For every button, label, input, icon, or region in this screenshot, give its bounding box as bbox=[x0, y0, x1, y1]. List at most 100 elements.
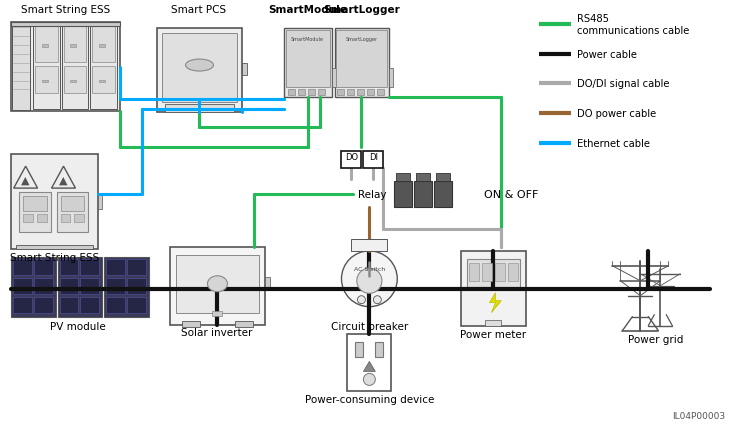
Text: Power meter: Power meter bbox=[460, 329, 526, 339]
Bar bbox=[59, 297, 79, 313]
Bar bbox=[13, 259, 32, 275]
Bar bbox=[355, 342, 364, 358]
Polygon shape bbox=[490, 293, 502, 313]
Bar bbox=[298, 90, 305, 96]
Bar bbox=[93, 26, 115, 62]
Bar bbox=[80, 297, 99, 313]
Bar bbox=[13, 278, 32, 294]
Text: Power-consuming device: Power-consuming device bbox=[305, 395, 434, 404]
Bar bbox=[308, 90, 315, 96]
Bar bbox=[70, 80, 76, 83]
Bar bbox=[16, 245, 93, 249]
Bar bbox=[42, 80, 47, 83]
Bar bbox=[61, 214, 70, 223]
Text: IL04P00003: IL04P00003 bbox=[672, 411, 725, 420]
Bar bbox=[74, 214, 85, 223]
Text: Smart String ESS: Smart String ESS bbox=[10, 252, 99, 262]
Bar bbox=[332, 69, 335, 88]
Bar bbox=[59, 259, 79, 275]
Bar bbox=[495, 263, 505, 281]
Bar bbox=[288, 90, 295, 96]
Text: Power grid: Power grid bbox=[628, 334, 683, 344]
Bar bbox=[482, 263, 492, 281]
Bar bbox=[235, 321, 253, 327]
Bar bbox=[162, 33, 237, 103]
Text: DO power cable: DO power cable bbox=[577, 109, 656, 119]
Text: SmartLogger: SmartLogger bbox=[346, 36, 378, 42]
Bar bbox=[436, 174, 450, 182]
Bar bbox=[23, 197, 47, 211]
Bar bbox=[128, 259, 146, 275]
Text: SmartModule: SmartModule bbox=[291, 36, 324, 42]
Text: AC Switch: AC Switch bbox=[354, 266, 385, 272]
Bar bbox=[335, 29, 390, 98]
Bar bbox=[485, 320, 502, 326]
Bar bbox=[461, 251, 526, 326]
Bar bbox=[64, 66, 86, 94]
Bar bbox=[347, 90, 355, 96]
Bar bbox=[242, 63, 247, 76]
Text: Relay: Relay bbox=[358, 190, 387, 200]
Bar bbox=[33, 278, 53, 294]
Bar bbox=[396, 174, 410, 182]
Bar bbox=[394, 182, 413, 207]
Bar bbox=[42, 45, 47, 47]
Bar bbox=[286, 31, 329, 88]
Bar bbox=[176, 255, 259, 313]
Bar bbox=[182, 321, 200, 327]
Bar bbox=[13, 297, 32, 313]
Bar bbox=[70, 45, 76, 47]
Bar bbox=[338, 90, 344, 96]
Bar bbox=[59, 278, 79, 294]
Text: Smart String ESS: Smart String ESS bbox=[21, 5, 110, 15]
Polygon shape bbox=[51, 167, 76, 189]
Text: DO/DI signal cable: DO/DI signal cable bbox=[577, 79, 669, 89]
Text: DO: DO bbox=[345, 153, 358, 162]
Circle shape bbox=[373, 296, 381, 304]
Bar bbox=[64, 26, 86, 62]
Text: ▲: ▲ bbox=[59, 176, 68, 186]
Text: Circuit breaker: Circuit breaker bbox=[331, 321, 408, 331]
Polygon shape bbox=[13, 167, 38, 189]
Bar bbox=[23, 214, 33, 223]
Bar bbox=[56, 193, 88, 233]
Bar bbox=[10, 257, 56, 317]
Bar bbox=[99, 80, 105, 83]
Bar bbox=[10, 23, 120, 26]
Bar bbox=[36, 214, 47, 223]
Bar bbox=[318, 90, 324, 96]
Text: Smart PCS: Smart PCS bbox=[171, 5, 226, 15]
Text: Ethernet cable: Ethernet cable bbox=[577, 139, 649, 149]
Circle shape bbox=[357, 269, 382, 294]
Text: Solar inverter: Solar inverter bbox=[181, 327, 252, 337]
Bar bbox=[106, 297, 125, 313]
Circle shape bbox=[358, 296, 365, 304]
Bar bbox=[61, 197, 85, 211]
Bar bbox=[19, 193, 50, 233]
Ellipse shape bbox=[186, 60, 214, 72]
Bar bbox=[283, 29, 332, 98]
Bar bbox=[347, 334, 391, 391]
Bar bbox=[91, 25, 117, 110]
Bar bbox=[165, 105, 234, 113]
Bar bbox=[352, 240, 387, 251]
Bar bbox=[341, 152, 361, 169]
Bar bbox=[414, 182, 432, 207]
Bar bbox=[62, 25, 88, 110]
Bar bbox=[58, 257, 102, 317]
Text: SmartLogger: SmartLogger bbox=[323, 5, 400, 15]
Bar bbox=[128, 278, 146, 294]
Bar bbox=[99, 194, 102, 210]
Bar bbox=[12, 24, 30, 111]
Bar bbox=[35, 66, 58, 94]
Bar bbox=[416, 174, 430, 182]
Bar bbox=[128, 297, 146, 313]
Text: PV module: PV module bbox=[50, 321, 105, 331]
Bar bbox=[358, 90, 364, 96]
Ellipse shape bbox=[208, 276, 227, 292]
Circle shape bbox=[364, 374, 375, 385]
Bar bbox=[469, 263, 479, 281]
Bar bbox=[157, 29, 242, 113]
Bar bbox=[35, 26, 58, 62]
Bar bbox=[106, 278, 125, 294]
